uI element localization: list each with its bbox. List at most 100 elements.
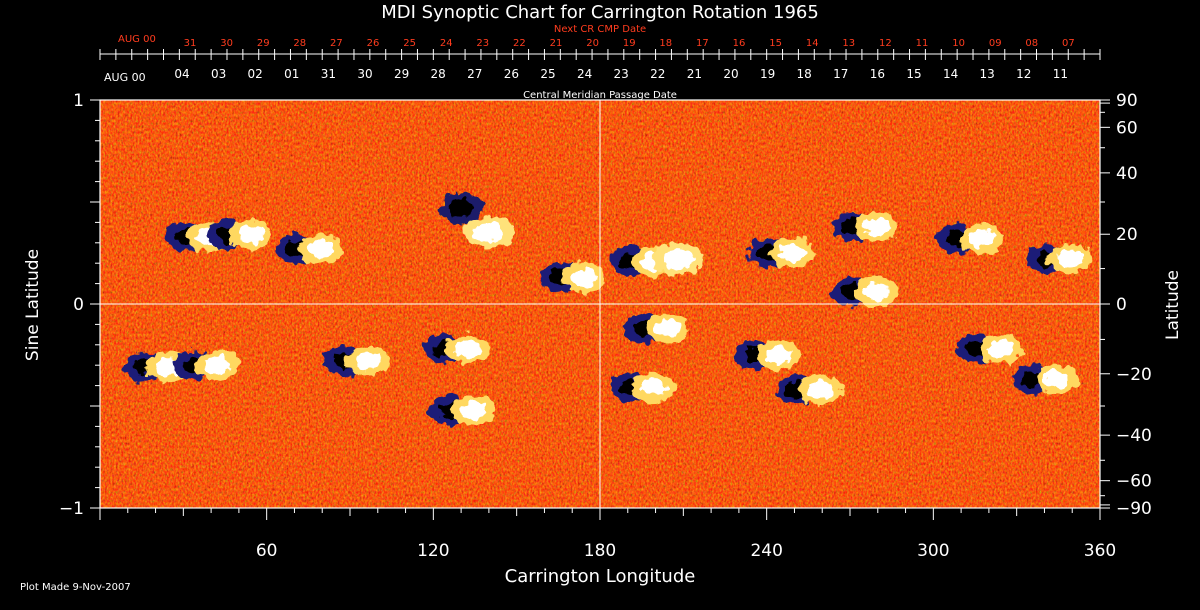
active-region-positive-core	[571, 268, 598, 287]
cmp-date: 24	[577, 67, 592, 81]
next-cr-date: 08	[1025, 38, 1038, 49]
x-tick-label: 300	[917, 541, 949, 561]
next-cr-date: 19	[623, 38, 636, 49]
active-region-core	[661, 249, 694, 270]
y-left-tick-label: 1	[73, 91, 84, 111]
cmp-date: 16	[870, 67, 885, 81]
active-region-positive-core	[807, 380, 834, 399]
plot-area	[100, 100, 1100, 508]
active-regions	[123, 192, 1093, 426]
next-cr-date: 25	[403, 38, 416, 49]
y-right-tick-label: −90	[1116, 499, 1152, 519]
active-region-positive-core	[204, 356, 231, 375]
next-cr-date: 09	[989, 38, 1002, 49]
next-cr-date: 12	[879, 38, 892, 49]
active-region-positive-core	[237, 225, 264, 244]
x-tick-label: 120	[417, 541, 449, 561]
cmp-date: 02	[248, 67, 263, 81]
next-cr-date: 30	[220, 38, 233, 49]
next-cr-date: 29	[257, 38, 270, 49]
cmp-date: 27	[467, 67, 482, 81]
x-axis: 60 120 180 240 300 360	[99, 508, 1116, 561]
cmp-date: 11	[1053, 67, 1068, 81]
y-right-tick-label: 40	[1116, 164, 1138, 184]
cmp-date: 30	[357, 67, 372, 81]
cmp-date: 25	[540, 67, 555, 81]
next-cr-date: 24	[440, 38, 453, 49]
active-region-positive-core	[354, 352, 381, 371]
next-cr-date: 28	[293, 38, 306, 49]
cmp-date: 26	[504, 67, 519, 81]
y-left-tick-label: −1	[59, 499, 84, 519]
next-cr-date: 15	[769, 38, 782, 49]
x-axis-label: Carrington Longitude	[505, 566, 696, 587]
active-region-positive-core	[654, 319, 681, 338]
active-region-core	[472, 222, 505, 243]
cmp-date: 22	[650, 67, 665, 81]
cmp-date: 13	[980, 67, 995, 81]
next-cr-date: 11	[916, 38, 929, 49]
y-right-tick-label: 0	[1116, 295, 1127, 315]
chart-title: MDI Synoptic Chart for Carrington Rotati…	[381, 2, 819, 23]
plot-made-note: Plot Made 9-Nov-2007	[20, 582, 131, 593]
next-cr-date: 31	[184, 38, 197, 49]
next-cr-axis-month: AUG 00	[118, 34, 156, 45]
cmp-axis-title: Central Meridian Passage Date	[523, 90, 677, 101]
active-region-core	[448, 199, 475, 218]
x-tick-label: 180	[584, 541, 616, 561]
active-region-positive-core	[765, 346, 792, 364]
active-region-positive-core	[862, 282, 889, 301]
active-region-positive-core	[968, 229, 995, 248]
next-cr-date: 22	[513, 38, 526, 49]
active-region-positive-core	[1043, 370, 1070, 389]
cmp-date: 23	[614, 67, 629, 81]
cmp-date: 17	[833, 67, 848, 81]
y-left-axis-label: Sine Latitude	[23, 249, 43, 361]
active-region-positive-core	[779, 244, 806, 262]
next-cr-date: 10	[952, 38, 965, 49]
cmp-date: 21	[687, 67, 702, 81]
next-cr-date: 13	[842, 38, 855, 49]
next-cr-date: 16	[733, 38, 746, 49]
active-region-positive-core	[454, 339, 481, 358]
next-cr-date: 07	[1062, 38, 1075, 49]
cmp-date: 01	[284, 67, 299, 81]
y-right-tick-label: 20	[1116, 225, 1138, 245]
cmp-date: 19	[760, 67, 775, 81]
x-tick-label: 360	[1084, 541, 1116, 561]
y-left-tick-label: 0	[73, 295, 84, 315]
y-right-tick-label: −40	[1116, 426, 1152, 446]
cmp-date: 03	[211, 67, 226, 81]
next-cr-date: 26	[367, 38, 380, 49]
active-region-positive-core	[862, 217, 889, 236]
cmp-date: 14	[943, 67, 958, 81]
active-region-positive-core	[460, 401, 487, 420]
x-tick-label: 240	[750, 541, 782, 561]
cmp-date: 15	[906, 67, 921, 81]
cmp-date: 04	[174, 67, 189, 81]
cmp-date: 12	[1016, 67, 1031, 81]
next-cr-date: 27	[330, 38, 343, 49]
cmp-date: 18	[797, 67, 812, 81]
next-cr-date: 18	[659, 38, 672, 49]
y-left-axis: 1 0 −1	[59, 91, 100, 519]
y-right-tick-label: 60	[1116, 118, 1138, 138]
cmp-date: 31	[321, 67, 336, 81]
y-right-tick-label: 90	[1116, 91, 1138, 111]
cmp-date: 28	[431, 67, 446, 81]
cmp-axis-month: AUG 00	[104, 71, 146, 84]
next-cr-date: 23	[476, 38, 489, 49]
next-cr-date: 14	[806, 38, 819, 49]
active-region-positive-core	[1057, 250, 1084, 269]
x-tick-label: 60	[256, 541, 278, 561]
next-cr-date: 17	[696, 38, 709, 49]
active-region-positive-core	[987, 339, 1014, 358]
cmp-date: 20	[723, 67, 738, 81]
y-right-axis: 90 60 40 20 0 −20 −40 −60 −90	[1100, 91, 1152, 519]
next-cr-axis-title: Next CR CMP Date	[554, 24, 646, 35]
y-right-axis-label: Latitude	[1163, 270, 1183, 340]
next-cr-date: 20	[586, 38, 599, 49]
y-right-tick-label: −20	[1116, 365, 1152, 385]
y-right-tick-label: −60	[1116, 472, 1152, 492]
